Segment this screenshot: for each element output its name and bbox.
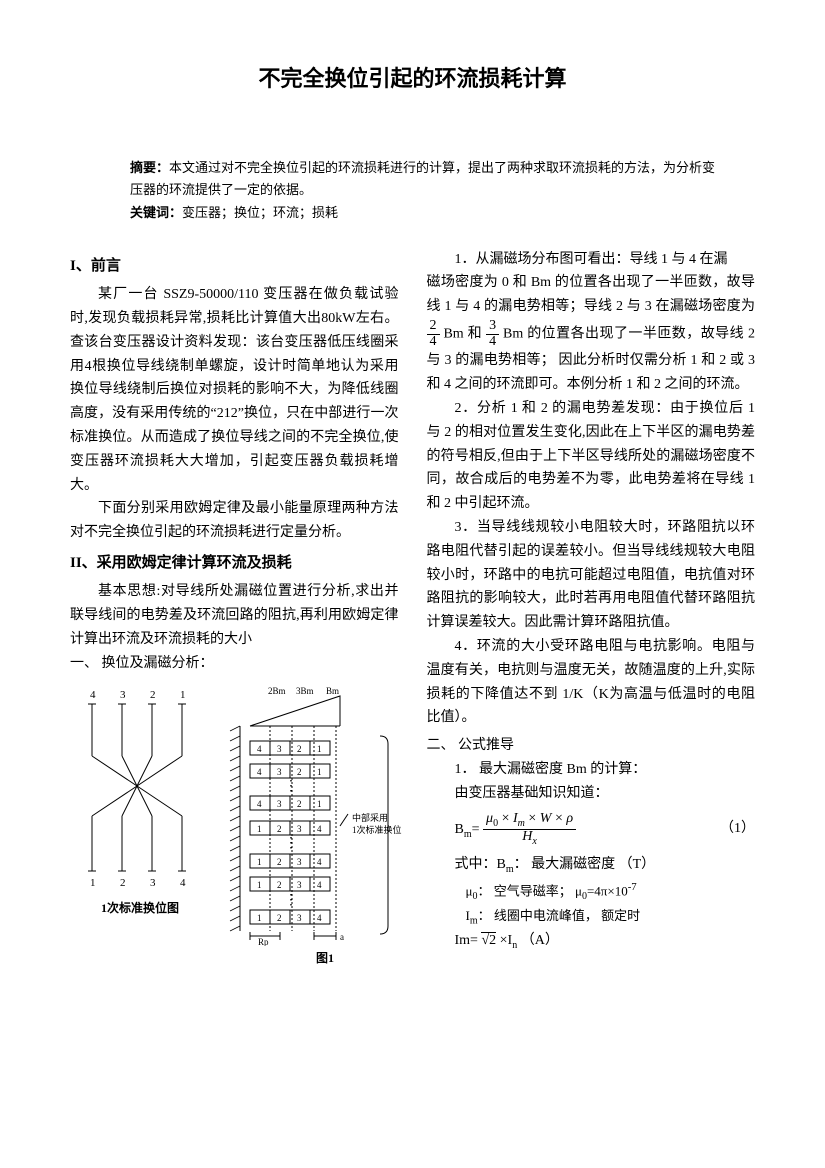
figure-1-left-caption: 1次标准换位图: [70, 898, 210, 918]
svg-text:3: 3: [297, 913, 302, 923]
equation-1: Bm= μ0 × Im × W × ρ Hx （1）: [455, 812, 756, 848]
svg-text:1: 1: [317, 744, 322, 754]
svg-text:2: 2: [150, 689, 156, 701]
figure-1-right: 2Bm 3Bm Bm 中部采用 1次标准换位: [220, 686, 430, 968]
svg-text:3: 3: [277, 744, 282, 754]
svg-text:3: 3: [297, 824, 302, 834]
figure-1: 4 3 2 1: [70, 686, 399, 968]
svg-text:1: 1: [90, 877, 96, 889]
svg-text:3: 3: [277, 767, 282, 777]
para: 由变压器基础知识知道：: [427, 782, 756, 806]
svg-text:Rp: Rp: [258, 937, 269, 946]
svg-text:a: a: [340, 932, 344, 942]
svg-text:2Bm: 2Bm: [268, 686, 286, 696]
defs-im: Im： 线圈中电流峰值， 额定时: [466, 905, 756, 930]
left-column: I、前言 某厂一台 SSZ9-50000/110 变压器在做负载试验时,发现负载…: [70, 248, 399, 968]
svg-text:2: 2: [120, 877, 126, 889]
svg-text:1: 1: [317, 799, 322, 809]
para: 某厂一台 SSZ9-50000/110 变压器在做负载试验时,发现负载损耗异常,…: [70, 283, 399, 497]
text: 磁场密度为 0 和 Bm 的位置各出现了一半匝数，故导线 1 与 4 的漏电势相…: [427, 275, 756, 314]
figure-1-caption: 图1: [220, 948, 430, 968]
para: 4．环流的大小受环路电阻与电抗影响。电阻与温度有关，电抗则与温度无关，故随温度的…: [427, 635, 756, 730]
fraction-3-4: 34: [486, 319, 499, 349]
svg-text:4: 4: [317, 824, 322, 834]
abstract: 摘要：本文通过对不完全换位引起的环流损耗进行的计算，提出了两种求取环流损耗的方法…: [130, 157, 725, 223]
svg-text:2: 2: [277, 857, 282, 867]
svg-text:2: 2: [277, 880, 282, 890]
svg-text:4: 4: [257, 799, 262, 809]
fraction-2-4: 24: [427, 319, 440, 349]
figure-1-left: 4 3 2 1: [70, 686, 210, 918]
para: 一、 换位及漏磁分析：: [70, 652, 399, 676]
para: 二、 公式推导: [427, 734, 756, 758]
svg-text:1次标准换位: 1次标准换位: [352, 824, 402, 835]
right-column: 1．从漏磁场分布图可看出：导线 1 与 4 在漏 磁场密度为 0 和 Bm 的位…: [427, 248, 756, 968]
equation-2: Im= √2 ×In （A）: [455, 929, 756, 954]
svg-text:2: 2: [297, 799, 302, 809]
svg-text:1: 1: [257, 857, 262, 867]
svg-text:1: 1: [257, 880, 262, 890]
svg-text:1: 1: [257, 913, 262, 923]
abstract-label: 摘要：: [130, 160, 169, 175]
svg-text:Bm: Bm: [326, 686, 339, 696]
section-1-head: I、前言: [70, 254, 399, 280]
svg-text:1: 1: [257, 824, 262, 834]
text: Bm 和: [443, 326, 482, 341]
svg-text:中部采用: 中部采用: [352, 812, 388, 823]
para: 基本思想:对导线所处漏磁位置进行分析,求出并联导线间的电势差及环流回路的阻抗,再…: [70, 580, 399, 651]
section-2-head: II、采用欧姆定律计算环流及损耗: [70, 551, 399, 577]
eq-tag: （1）: [720, 817, 755, 841]
para: 磁场密度为 0 和 Bm 的位置各出现了一半匝数，故导线 1 与 4 的漏电势相…: [427, 271, 756, 397]
svg-text:4: 4: [90, 689, 96, 701]
svg-text:3: 3: [277, 799, 282, 809]
eq-frac: μ0 × Im × W × ρ Hx: [483, 812, 576, 848]
two-column-body: I、前言 某厂一台 SSZ9-50000/110 变压器在做负载试验时,发现负载…: [70, 248, 755, 968]
svg-text:3Bm: 3Bm: [296, 686, 314, 696]
defs-mu: μ0： 空气导磁率； μ0=4π×10-7: [466, 878, 756, 905]
svg-text:4: 4: [180, 877, 186, 889]
para: 1．从漏磁场分布图可看出：导线 1 与 4 在漏: [427, 248, 756, 272]
svg-text:3: 3: [150, 877, 156, 889]
page-title: 不完全换位引起的环流损耗计算: [70, 60, 755, 97]
defs-head: 式中：Bm： 最大漏磁密度 （T）: [427, 853, 756, 878]
para: 下面分别采用欧姆定律及最小能量原理两种方法对不完全换位引起的环流损耗进行定量分析…: [70, 497, 399, 545]
svg-text:4: 4: [317, 880, 322, 890]
para: 2．分析 1 和 2 的漏电势差发现：由于换位后 1 与 2 的相对位置发生变化…: [427, 397, 756, 516]
svg-text:2: 2: [297, 767, 302, 777]
para: 3．当导线线规较小电阻较大时，环路阻抗以环路电阻代替引起的误差较小。但当导线线规…: [427, 516, 756, 635]
svg-text:⋮: ⋮: [284, 836, 298, 851]
svg-text:4: 4: [317, 913, 322, 923]
svg-text:3: 3: [297, 857, 302, 867]
svg-text:⋮: ⋮: [284, 893, 298, 908]
svg-text:2: 2: [297, 744, 302, 754]
svg-text:4: 4: [257, 767, 262, 777]
svg-text:3: 3: [297, 880, 302, 890]
keywords-label: 关键词：: [130, 205, 182, 220]
abstract-text: 本文通过对不完全换位引起的环流损耗进行的计算，提出了两种求取环流损耗的方法，为分…: [130, 160, 715, 197]
svg-text:1: 1: [317, 767, 322, 777]
svg-text:⋮: ⋮: [284, 779, 298, 794]
svg-text:2: 2: [277, 824, 282, 834]
para: 1． 最大漏磁密度 Bm 的计算：: [427, 758, 756, 782]
svg-text:4: 4: [317, 857, 322, 867]
keywords-text: 变压器；换位；环流；损耗: [182, 205, 338, 220]
svg-text:4: 4: [257, 744, 262, 754]
svg-text:3: 3: [120, 689, 126, 701]
svg-text:1: 1: [180, 689, 186, 701]
svg-text:2: 2: [277, 913, 282, 923]
eq-lhs: Bm=: [455, 822, 480, 837]
